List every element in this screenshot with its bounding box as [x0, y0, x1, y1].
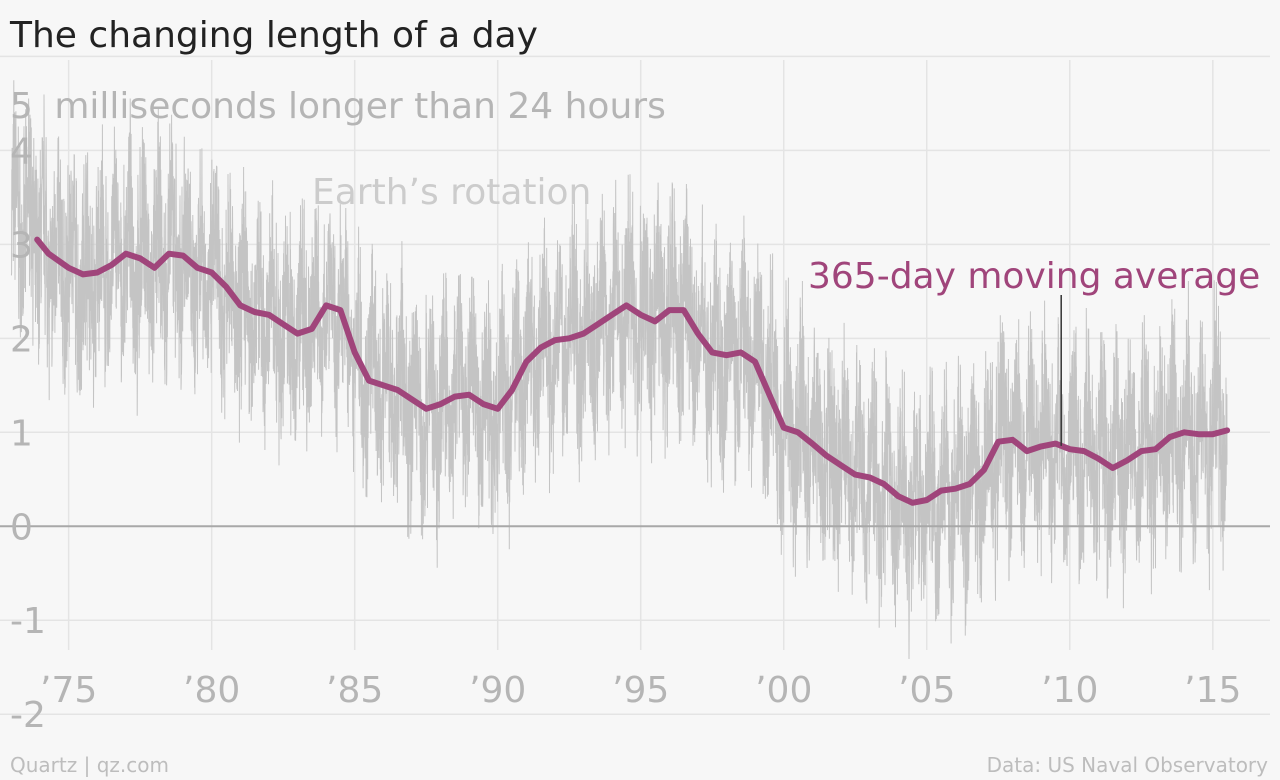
raw-series-earths-rotation [10, 80, 1228, 660]
y-tick-label: 4 [10, 131, 33, 172]
y-tick-label: -1 [10, 601, 46, 642]
moving-average-line [34, 236, 1231, 506]
moving-average-label: 365-day moving average [808, 256, 1260, 297]
chart-title: The changing length of a day [9, 15, 538, 56]
earths-rotation-label: Earth’s rotation [312, 172, 591, 213]
y-tick-label: -2 [10, 695, 46, 736]
x-tick-label: ’10 [1041, 670, 1098, 711]
x-tick-label: ’05 [898, 670, 955, 711]
moving-average-series [34, 236, 1231, 506]
y-axis-title: milliseconds longer than 24 hours [54, 86, 665, 127]
footer-source-right: Data: US Naval Observatory [987, 753, 1269, 777]
y-tick-label: 1 [10, 413, 33, 454]
x-tick-label: ’00 [755, 670, 812, 711]
footer-source-left: Quartz | qz.com [10, 753, 169, 777]
x-tick-label: ’75 [40, 670, 97, 711]
x-tick-labels: ’75 ’80 ’85 ’90 ’95 ’00 ’05 ’10 ’15 [40, 670, 1241, 711]
y-tick-label: 0 [10, 507, 33, 548]
x-tick-label: ’95 [612, 670, 669, 711]
x-tick-label: ’15 [1184, 670, 1241, 711]
x-tick-label: ’85 [326, 670, 383, 711]
x-tick-label: ’90 [469, 670, 526, 711]
earths-rotation-line [10, 80, 1228, 660]
y-axis-label: 5 milliseconds longer than 24 hours [10, 86, 666, 127]
svg-text:5 milliseconds longer th: 5 milliseconds longer than 24 hours [10, 86, 666, 127]
y-tick-labels: 4 3 2 1 0 -1 -2 [10, 131, 46, 736]
y-tick-label: 3 [10, 225, 33, 266]
x-tick-label: ’80 [183, 670, 240, 711]
y-tick-label: 5 [10, 86, 33, 127]
y-tick-label: 2 [10, 319, 33, 360]
